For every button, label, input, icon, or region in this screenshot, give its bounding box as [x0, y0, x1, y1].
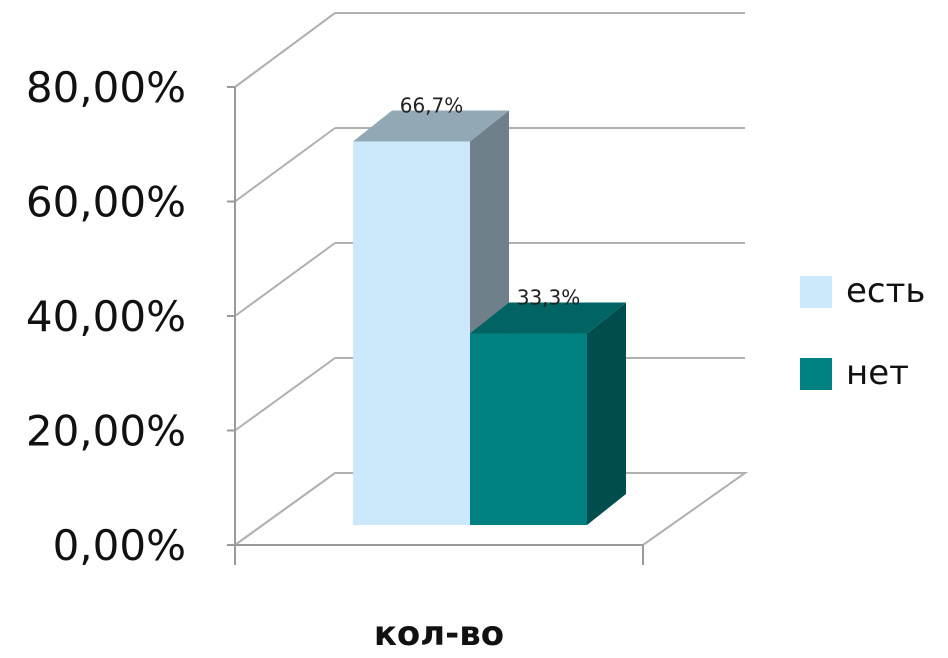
- data-label: 33,3%: [517, 286, 581, 310]
- x-category-label: кол-во: [374, 614, 504, 654]
- gridline-diagonal: [234, 12, 336, 88]
- legend-label: есть: [846, 271, 925, 311]
- bar-top: [353, 110, 509, 142]
- bar-front: [353, 141, 470, 525]
- bar-top: [470, 302, 626, 334]
- gridline-diagonal: [234, 127, 336, 203]
- data-label: 66,7%: [400, 93, 464, 117]
- y-tick-label: 0,00%: [53, 521, 186, 570]
- y-axis-ticks: 0,00% 20,00% 40,00% 60,00% 80,00%: [26, 63, 186, 570]
- legend-swatch: [800, 358, 832, 390]
- y-tick-label: 80,00%: [26, 63, 186, 112]
- bar-front: [470, 333, 587, 525]
- data-labels: 66,7% 33,3%: [400, 93, 581, 309]
- y-tick-label: 20,00%: [26, 407, 186, 456]
- y-tick-label: 60,00%: [26, 178, 186, 227]
- legend: есть нет: [800, 271, 925, 393]
- gridline-diagonal: [234, 242, 336, 317]
- legend-swatch: [800, 276, 832, 308]
- y-tick-label: 40,00%: [26, 292, 186, 341]
- gridline-diagonal: [234, 472, 336, 546]
- legend-label: нет: [846, 353, 909, 393]
- x-axis-categories: кол-во: [374, 614, 504, 654]
- bars: [353, 110, 626, 525]
- bar-side: [587, 302, 626, 525]
- bar-2: [470, 302, 626, 525]
- axes: [234, 87, 644, 565]
- gridline-diagonal: [234, 357, 336, 432]
